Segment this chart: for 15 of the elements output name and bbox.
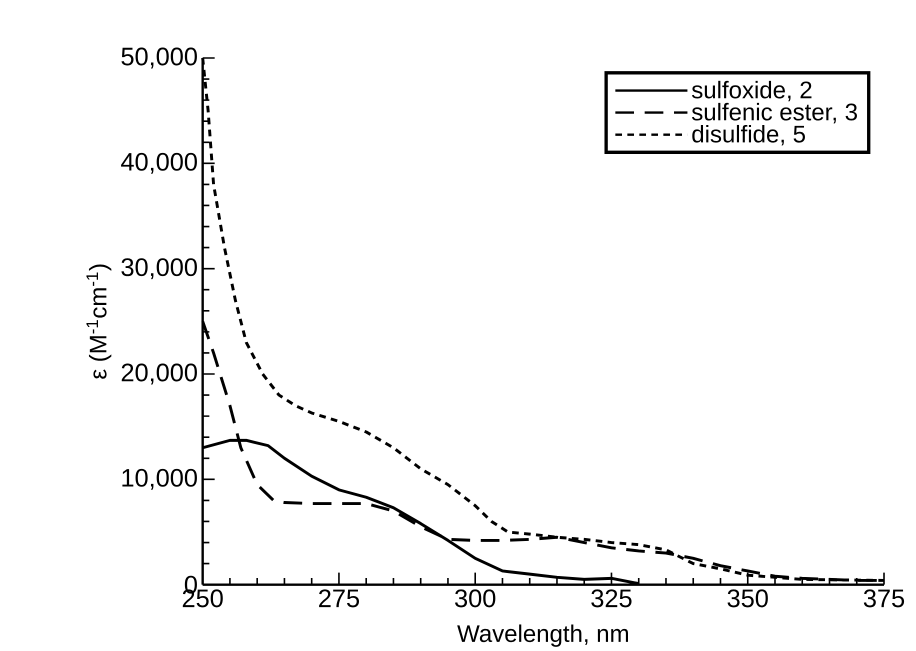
x-tick-label: 300 (455, 589, 496, 608)
legend-label: disulfide, 5 (692, 124, 805, 146)
y-tick-label: 20,000 (122, 363, 197, 384)
x-tick-label: 350 (728, 589, 768, 608)
y-tick-label: 10,000 (122, 468, 197, 490)
legend-label: sulfoxide, 2 (692, 80, 812, 102)
y-axis-title: ε (M$^{-1}$cm$^{-1}$) (86, 264, 112, 379)
x-tick-label: 375 (864, 589, 904, 608)
x-axis-title: Wavelength, nm (457, 624, 628, 647)
legend-label: sulfenic ester, 3 (692, 102, 857, 124)
y-tick-label: 30,000 (121, 258, 197, 279)
x-tick-label: 275 (319, 589, 360, 608)
y-tick-label: 50,000 (121, 47, 197, 68)
y-tick-label: 40,000 (121, 152, 197, 174)
x-tick-label: 325 (591, 589, 632, 608)
